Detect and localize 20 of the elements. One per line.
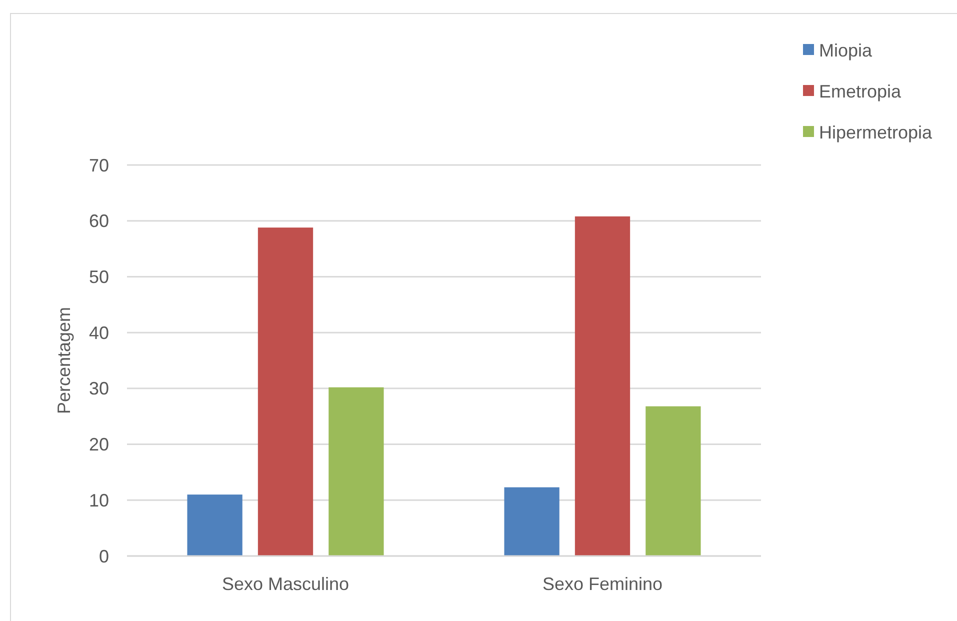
y-tick-label: 50 [88, 267, 109, 288]
y-tick-label: 70 [88, 155, 109, 176]
x-tick-label: Sexo Feminino [542, 574, 663, 594]
legend-label: Hipermetropia [819, 122, 934, 142]
y-tick-label: 0 [98, 546, 109, 566]
y-tick-label: 60 [88, 211, 109, 232]
y-tick-label: 40 [88, 322, 109, 343]
bar [187, 494, 242, 556]
bar [328, 387, 384, 556]
y-tick-label: 30 [88, 378, 109, 399]
bar [574, 216, 630, 556]
legend-label: Emetropia [819, 81, 902, 102]
y-axis-title: Percentagem [54, 306, 74, 414]
legend-label: Miopia [819, 40, 874, 60]
y-tick-label: 10 [88, 490, 109, 510]
bar [646, 406, 701, 556]
bar [258, 228, 314, 556]
bar [504, 487, 560, 556]
x-tick-label: Sexo Masculino [222, 574, 350, 594]
y-tick-label: 20 [88, 434, 109, 455]
